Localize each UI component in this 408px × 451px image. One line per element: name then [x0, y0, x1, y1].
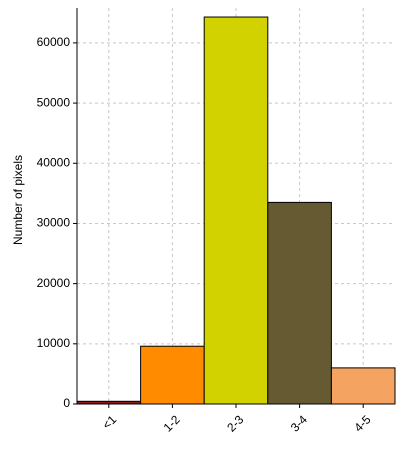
- x-tick-label: 1-2: [161, 412, 183, 434]
- x-tick-label: 3-4: [288, 412, 310, 434]
- bar: [203, 16, 269, 405]
- x-tick-label: 4-5: [351, 412, 373, 434]
- x-tick-label: <1: [100, 412, 120, 432]
- bar: [140, 345, 205, 405]
- y-axis-label: Number of pixels: [11, 155, 25, 245]
- y-tick-label: 10000: [37, 336, 71, 350]
- y-tick-label: 50000: [37, 95, 71, 109]
- y-tick-label: 30000: [37, 216, 71, 230]
- bar: [267, 201, 332, 405]
- x-tick-label: 2-3: [224, 412, 246, 434]
- bar: [330, 367, 396, 405]
- y-tick-label: 0: [63, 396, 70, 410]
- y-tick-label: 60000: [37, 35, 71, 49]
- y-tick-label: 40000: [37, 155, 71, 169]
- y-tick-label: 20000: [37, 276, 71, 290]
